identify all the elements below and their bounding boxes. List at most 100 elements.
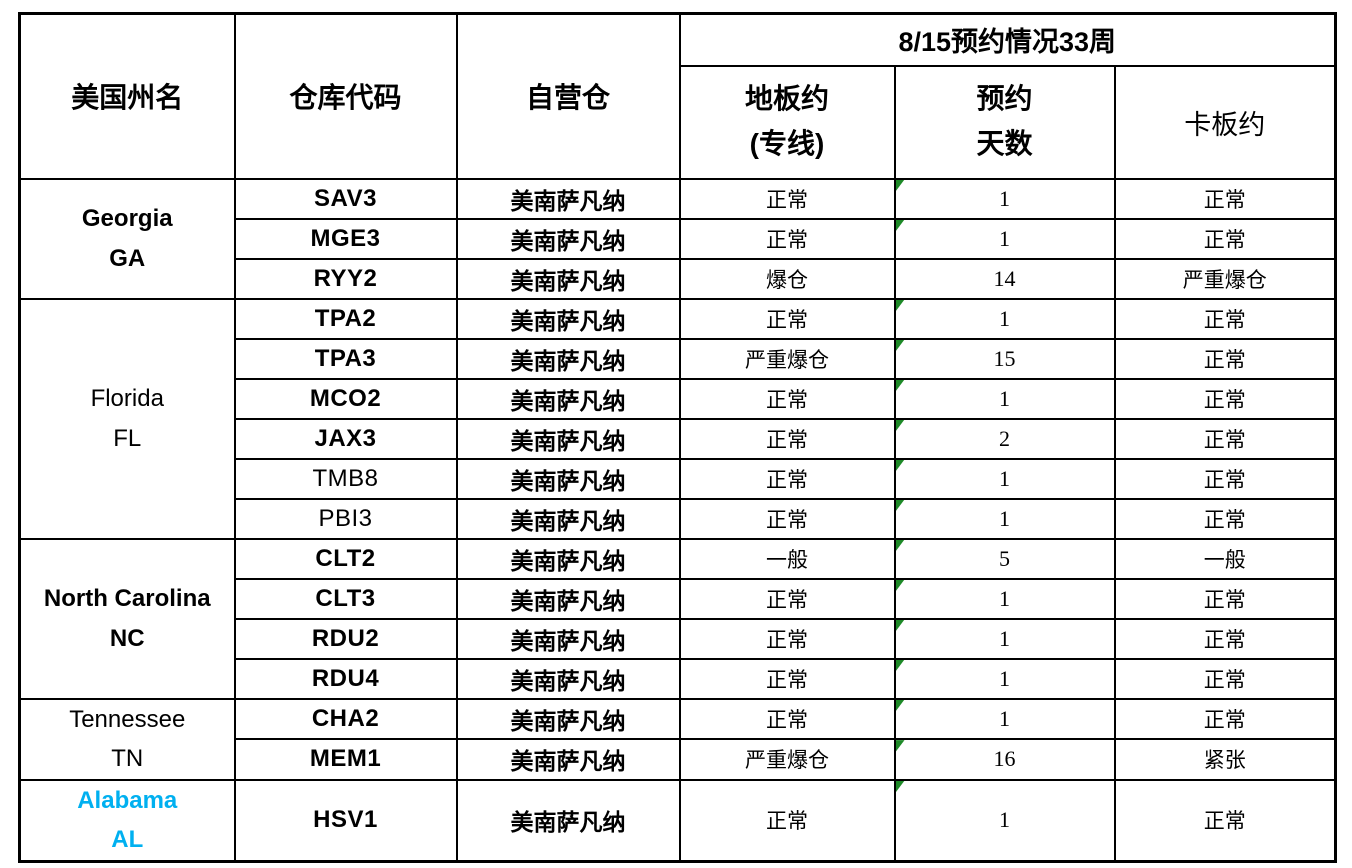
days-cell[interactable]: 1 bbox=[893, 177, 1116, 220]
state-cell-north-carolina[interactable]: North Carolina NC bbox=[18, 537, 236, 700]
floor-status-cell[interactable]: 正常 bbox=[678, 617, 896, 660]
pallet-status-cell[interactable]: 正常 bbox=[1113, 177, 1337, 220]
warehouse-cell[interactable]: 美南萨凡纳 bbox=[455, 778, 681, 863]
floor-status-cell[interactable]: 正常 bbox=[678, 657, 896, 700]
warehouse-cell[interactable]: 美南萨凡纳 bbox=[455, 337, 681, 380]
table-row: Georgia GA SAV3 美南萨凡纳 正常 1 正常 bbox=[18, 177, 1337, 300]
pallet-status-cell[interactable]: 正常 bbox=[1113, 417, 1337, 460]
warehouse-cell[interactable]: 美南萨凡纳 bbox=[455, 297, 681, 340]
table-row: TPA3 美南萨凡纳 严重爆仓 15 正常 bbox=[20, 337, 1337, 380]
floor-status-cell[interactable]: 正常 bbox=[678, 697, 896, 741]
state-cell-florida[interactable]: Florida FL bbox=[18, 297, 236, 540]
warehouse-cell[interactable]: 美南萨凡纳 bbox=[455, 457, 681, 500]
days-cell[interactable]: 1 bbox=[893, 457, 1116, 500]
warehouse-cell[interactable]: 美南萨凡纳 bbox=[455, 577, 681, 620]
days-value: 16 bbox=[993, 746, 1016, 772]
code-cell[interactable]: PBI3 bbox=[233, 497, 458, 540]
code-cell[interactable]: MCO2 bbox=[233, 377, 458, 420]
cell-error-marker-icon bbox=[896, 420, 905, 432]
days-cell[interactable]: 1 bbox=[893, 497, 1116, 540]
pallet-status-cell[interactable]: 正常 bbox=[1113, 778, 1337, 863]
days-cell[interactable]: 14 bbox=[893, 257, 1116, 300]
table-row: PBI3 美南萨凡纳 正常 1 正常 bbox=[20, 497, 1337, 540]
floor-status-cell[interactable]: 爆仓 bbox=[678, 257, 896, 300]
pallet-status-cell[interactable]: 正常 bbox=[1113, 657, 1337, 700]
header-floor-appointment[interactable]: 地板约 (专线) bbox=[678, 64, 896, 180]
warehouse-cell[interactable]: 美南萨凡纳 bbox=[455, 177, 681, 220]
pallet-status-cell[interactable]: 正常 bbox=[1113, 577, 1337, 620]
pallet-status-cell[interactable]: 一般 bbox=[1113, 537, 1337, 580]
code-cell[interactable]: MGE3 bbox=[233, 217, 458, 260]
days-cell[interactable]: 1 bbox=[893, 697, 1116, 741]
pallet-status-cell[interactable]: 紧张 bbox=[1113, 738, 1337, 781]
floor-status-cell[interactable]: 严重爆仓 bbox=[678, 738, 896, 781]
warehouse-cell[interactable]: 美南萨凡纳 bbox=[455, 738, 681, 781]
code-cell[interactable]: CLT3 bbox=[233, 577, 458, 620]
state-cell-tennessee[interactable]: Tennessee TN bbox=[18, 697, 236, 781]
warehouse-cell[interactable]: 美南萨凡纳 bbox=[455, 217, 681, 260]
header-pallet-appointment[interactable]: 卡板约 bbox=[1113, 64, 1337, 180]
pallet-status-cell[interactable]: 正常 bbox=[1113, 217, 1337, 260]
floor-status-cell[interactable]: 一般 bbox=[678, 537, 896, 580]
days-cell[interactable]: 16 bbox=[893, 738, 1116, 781]
warehouse-cell[interactable]: 美南萨凡纳 bbox=[455, 537, 681, 580]
warehouse-cell[interactable]: 美南萨凡纳 bbox=[455, 497, 681, 540]
days-cell[interactable]: 2 bbox=[893, 417, 1116, 460]
pallet-status-cell[interactable]: 正常 bbox=[1113, 497, 1337, 540]
header-appointment-days[interactable]: 预约 天数 bbox=[893, 64, 1116, 180]
code-cell[interactable]: TPA3 bbox=[233, 337, 458, 380]
days-value: 1 bbox=[999, 505, 1010, 531]
header-appointment-status-week[interactable]: 8/15预约情况33周 bbox=[678, 12, 1337, 67]
state-cell-alabama[interactable]: Alabama AL bbox=[18, 778, 236, 863]
floor-status-cell[interactable]: 正常 bbox=[678, 497, 896, 540]
days-cell[interactable]: 1 bbox=[893, 778, 1116, 863]
floor-status-cell[interactable]: 正常 bbox=[678, 377, 896, 420]
warehouse-cell[interactable]: 美南萨凡纳 bbox=[455, 617, 681, 660]
header-self-operated-warehouse[interactable]: 自营仓 bbox=[455, 12, 681, 180]
days-cell[interactable]: 1 bbox=[893, 657, 1116, 700]
pallet-status-cell[interactable]: 正常 bbox=[1113, 617, 1337, 660]
days-cell[interactable]: 1 bbox=[893, 617, 1116, 660]
warehouse-cell[interactable]: 美南萨凡纳 bbox=[455, 657, 681, 700]
code-cell[interactable]: RYY2 bbox=[233, 257, 458, 300]
code-cell[interactable]: JAX3 bbox=[233, 417, 458, 460]
warehouse-cell[interactable]: 美南萨凡纳 bbox=[455, 417, 681, 460]
code-cell[interactable]: RDU2 bbox=[233, 617, 458, 660]
code-cell[interactable]: TPA2 bbox=[233, 297, 458, 340]
table-row: MEM1 美南萨凡纳 严重爆仓 16 紧张 bbox=[20, 738, 1337, 781]
pallet-status-cell[interactable]: 正常 bbox=[1113, 697, 1337, 741]
floor-status-cell[interactable]: 正常 bbox=[678, 297, 896, 340]
pallet-status-cell[interactable]: 正常 bbox=[1113, 457, 1337, 500]
pallet-status-cell[interactable]: 正常 bbox=[1113, 377, 1337, 420]
state-cell-georgia[interactable]: Georgia GA bbox=[18, 177, 236, 300]
pallet-status-cell[interactable]: 正常 bbox=[1113, 297, 1337, 340]
days-cell[interactable]: 15 bbox=[893, 337, 1116, 380]
pallet-status-cell[interactable]: 正常 bbox=[1113, 337, 1337, 380]
table-row: MCO2 美南萨凡纳 正常 1 正常 bbox=[20, 377, 1337, 420]
warehouse-cell[interactable]: 美南萨凡纳 bbox=[455, 697, 681, 741]
code-cell[interactable]: HSV1 bbox=[233, 778, 458, 863]
header-state-name[interactable]: 美国州名 bbox=[18, 12, 236, 180]
floor-status-cell[interactable]: 正常 bbox=[678, 778, 896, 863]
days-cell[interactable]: 1 bbox=[893, 297, 1116, 340]
floor-status-cell[interactable]: 正常 bbox=[678, 417, 896, 460]
code-cell[interactable]: SAV3 bbox=[233, 177, 458, 220]
code-cell[interactable]: CLT2 bbox=[233, 537, 458, 580]
warehouse-cell[interactable]: 美南萨凡纳 bbox=[455, 377, 681, 420]
days-cell[interactable]: 1 bbox=[893, 217, 1116, 260]
floor-status-cell[interactable]: 正常 bbox=[678, 217, 896, 260]
days-cell[interactable]: 1 bbox=[893, 577, 1116, 620]
days-cell[interactable]: 1 bbox=[893, 377, 1116, 420]
header-warehouse-code[interactable]: 仓库代码 bbox=[233, 12, 458, 180]
floor-status-cell[interactable]: 正常 bbox=[678, 457, 896, 500]
code-cell[interactable]: RDU4 bbox=[233, 657, 458, 700]
warehouse-cell[interactable]: 美南萨凡纳 bbox=[455, 257, 681, 300]
floor-status-cell[interactable]: 正常 bbox=[678, 177, 896, 220]
pallet-status-cell[interactable]: 严重爆仓 bbox=[1113, 257, 1337, 300]
code-cell[interactable]: TMB8 bbox=[233, 457, 458, 500]
floor-status-cell[interactable]: 严重爆仓 bbox=[678, 337, 896, 380]
days-cell[interactable]: 5 bbox=[893, 537, 1116, 580]
code-cell[interactable]: CHA2 bbox=[233, 697, 458, 741]
floor-status-cell[interactable]: 正常 bbox=[678, 577, 896, 620]
code-cell[interactable]: MEM1 bbox=[233, 738, 458, 781]
